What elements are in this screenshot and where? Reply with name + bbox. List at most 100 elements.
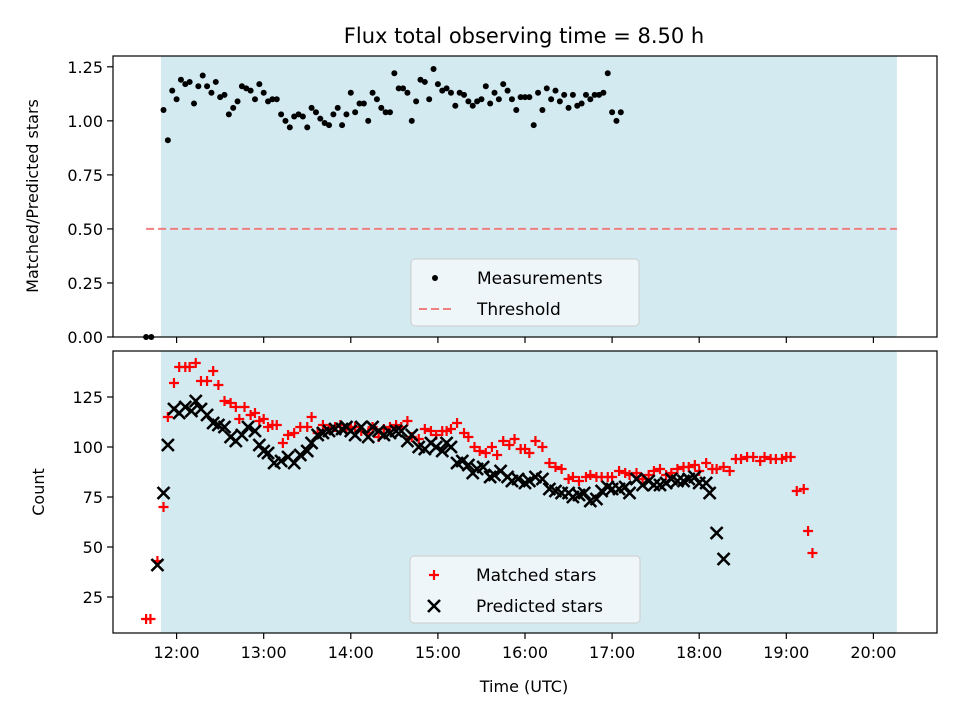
bottom-point (724, 466, 735, 476)
top-point (273, 96, 280, 103)
bottom-point (574, 476, 585, 486)
top-point (430, 65, 437, 72)
bottom-point (302, 422, 313, 432)
top-point (604, 70, 611, 77)
bottom-point (535, 472, 550, 486)
top-point (282, 117, 289, 124)
top-point (373, 96, 380, 103)
bottom-xtick-label: 20:00 (850, 643, 896, 662)
top-point (260, 89, 267, 96)
bottom-point (202, 376, 213, 386)
bottom-point (354, 420, 369, 434)
top-point (256, 81, 263, 88)
bottom-ylabel: Count (29, 468, 48, 516)
bottom-point (261, 446, 275, 460)
top-point (343, 111, 350, 118)
bottom-point (225, 398, 236, 408)
bottom-point (289, 428, 300, 438)
bottom-series-predicted-stars (150, 394, 731, 572)
bottom-point (702, 486, 717, 500)
top-point (452, 102, 459, 109)
top-point (469, 102, 476, 109)
top-point (208, 89, 215, 96)
top-point (591, 91, 598, 98)
bottom-point (234, 414, 245, 424)
bottom-point (791, 486, 802, 496)
bottom-point (208, 366, 219, 376)
top-point (173, 96, 180, 103)
bottom-point (487, 468, 502, 482)
bottom-plot-area: 12:00 13:00 14:00 15:00 16:00 17:00 18:00 19:00… (72, 350, 938, 662)
top-point (251, 96, 258, 103)
top-point (278, 111, 285, 118)
bottom-point (277, 438, 288, 448)
bottom-point (455, 454, 470, 468)
top-point (286, 124, 293, 131)
bottom-point (168, 378, 179, 388)
bottom-point (469, 442, 480, 452)
top-point (565, 104, 572, 111)
bottom-point (511, 472, 525, 486)
bottom-xtick-label: 12:00 (154, 643, 200, 662)
top-legend-marker (432, 275, 438, 281)
top-point (552, 87, 559, 94)
top-point (517, 94, 524, 101)
bottom-point (807, 548, 818, 558)
top-point (299, 113, 306, 120)
bottom-point (567, 472, 578, 482)
bottom-point (701, 458, 712, 468)
top-point (600, 89, 607, 96)
bottom-point (480, 448, 491, 458)
top-point (386, 109, 393, 116)
top-point (308, 104, 315, 111)
bottom-point (287, 456, 302, 470)
bottom-point (190, 358, 201, 368)
bottom-point (556, 464, 567, 474)
bottom-point (365, 420, 380, 434)
top-point (212, 78, 219, 85)
bottom-point (699, 476, 714, 490)
top-point (221, 91, 228, 98)
bottom-point (711, 464, 722, 474)
top-point (330, 111, 337, 118)
bottom-ytick-label: 25 (83, 588, 103, 607)
top-point (491, 89, 498, 96)
bottom-xtick-label: 19:00 (763, 643, 809, 662)
bottom-point (200, 408, 214, 422)
top-ytick-label: 0.00 (67, 328, 103, 347)
bottom-point (300, 444, 315, 458)
bottom-ytick-label: 125 (72, 388, 103, 407)
bottom-point (145, 614, 156, 624)
bottom-point (217, 420, 232, 434)
bottom-point (429, 440, 444, 454)
bottom-point (504, 440, 515, 450)
bottom-xtick-label: 15:00 (415, 643, 461, 662)
bottom-panel: 12:00 13:00 14:00 15:00 16:00 17:00 18:00 19:00… (29, 350, 938, 696)
top-point (482, 83, 489, 90)
bottom-point (631, 468, 642, 478)
bottom-xlabel: Time (UTC) (479, 677, 568, 696)
bottom-point (683, 462, 694, 472)
bottom-point (577, 486, 592, 500)
bottom-point (718, 462, 729, 472)
bottom-point (348, 428, 363, 442)
top-point (543, 85, 550, 92)
top-point (526, 94, 533, 101)
bottom-point (498, 436, 509, 446)
bottom-point (736, 454, 747, 464)
bottom-point (306, 412, 317, 422)
top-point (487, 100, 494, 107)
bottom-legend-box (409, 555, 641, 624)
bottom-point (419, 424, 430, 434)
top-point (230, 104, 237, 111)
top-point (404, 89, 411, 96)
top-point (369, 89, 376, 96)
bottom-point (184, 362, 195, 372)
bottom-point (258, 414, 269, 424)
top-point (360, 100, 367, 107)
bottom-point (709, 526, 724, 540)
bottom-point (509, 434, 520, 444)
top-point (461, 91, 468, 98)
bottom-point (759, 452, 770, 462)
